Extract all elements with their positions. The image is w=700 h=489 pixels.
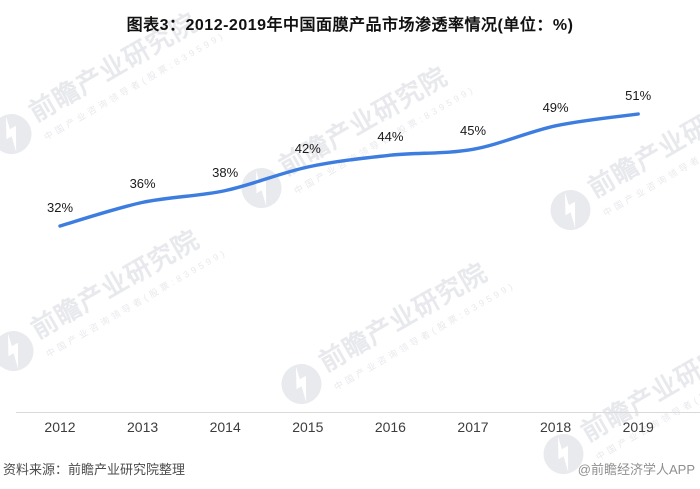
data-label: 32%	[46, 199, 74, 215]
x-axis-label: 2019	[622, 419, 654, 435]
chart-title: 图表3：2012-2019年中国面膜产品市场渗透率情况(单位：%)	[126, 17, 574, 34]
watermark-credit: @前瞻经济学人APP	[577, 462, 695, 477]
data-label: 42%	[294, 141, 321, 157]
data-label: 44%	[377, 129, 404, 145]
data-label: 45%	[459, 123, 487, 139]
data-label: 51%	[625, 87, 652, 103]
x-axis-label: 2016	[374, 419, 406, 435]
footer: 资料来源：前瞻产业研究院整理 @前瞻经济学人APP	[0, 459, 700, 478]
x-axis-label: 2015	[292, 419, 324, 435]
x-axis-label: 2014	[209, 419, 241, 435]
x-axis-label: 2013	[127, 419, 159, 435]
data-label: 38%	[212, 164, 239, 180]
x-axis-label: 2017	[457, 419, 489, 435]
source-note: 资料来源：前瞻产业研究院整理	[3, 462, 186, 477]
x-axis-label: 2012	[44, 419, 76, 435]
x-axis-line	[16, 412, 700, 413]
x-axis-label: 2018	[540, 419, 572, 435]
data-label: 49%	[542, 99, 569, 115]
data-label: 36%	[129, 176, 156, 192]
penetration-rate-line	[58, 112, 640, 228]
